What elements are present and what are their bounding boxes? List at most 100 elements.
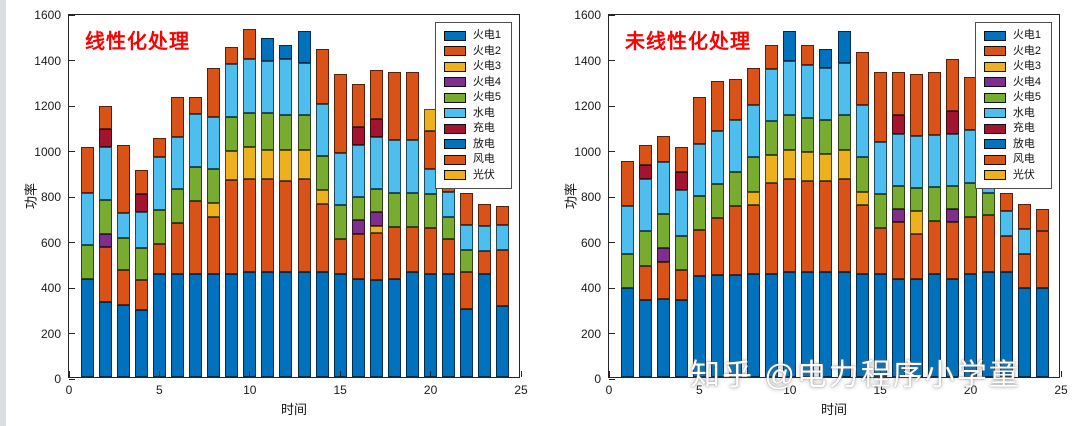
legend-label: 火电4	[1012, 75, 1041, 88]
bar-segment-火电2	[909, 233, 923, 280]
legend-entry: 火电1	[983, 29, 1041, 42]
legend-label: 火电1	[1012, 29, 1041, 41]
bar-segment-风电	[674, 147, 688, 173]
legend-entry: 放电	[443, 138, 501, 151]
legend-label: 水电	[472, 106, 495, 119]
bar-segment-火电2	[333, 239, 347, 274]
bar-segment-水电	[909, 135, 923, 189]
bar-segment-火电2	[261, 179, 275, 273]
bar-segment-水电	[710, 131, 724, 184]
bar-segment-风电	[710, 81, 724, 132]
bar-segment-水电	[225, 64, 239, 117]
bar-segment-火电1	[982, 272, 996, 377]
bar-segment-火电2	[1036, 231, 1050, 289]
y-tick-mark	[69, 60, 75, 61]
legend-swatch	[443, 30, 466, 41]
legend-swatch	[443, 92, 466, 103]
bar-segment-火电2	[152, 243, 166, 274]
bar-segment-火电2	[1000, 235, 1014, 273]
x-axis-label: 时间	[280, 402, 307, 417]
bar-segment-火电1	[819, 272, 833, 377]
bar-segment-水电	[261, 60, 275, 114]
bar-segment-水电	[478, 225, 492, 251]
legend-swatch	[983, 61, 1006, 72]
bar-segment-火电1	[710, 274, 724, 377]
bar-segment-火电3	[747, 191, 761, 206]
y-tick-mark	[609, 196, 615, 198]
legend: 火电1 火电2 火电3 火电4 火电5 水电 充电 放电 风电 光伏	[974, 22, 1052, 189]
bar-segment-火电3	[855, 191, 869, 206]
bar-segment-火电5	[387, 192, 401, 227]
y-tick-label: 1600	[574, 8, 601, 22]
chart-panel-linearized: 功率 线性化处理 火电1 火电2 火电3 火电4 火电5 水电 充电 放电 风电 光伏 0 200 4…	[6, 0, 540, 426]
bar-segment-火电2	[747, 205, 761, 274]
chart-title: 线性化处理	[85, 31, 190, 53]
legend-entry: 火电5	[443, 91, 501, 104]
bar-segment-火电5	[406, 192, 420, 227]
bar-segment-水电	[369, 137, 383, 190]
bar-segment-火电5	[620, 254, 634, 289]
bar-segment-火电5	[369, 189, 383, 213]
bar-segment-风电	[189, 97, 203, 115]
bar-segment-火电5	[333, 205, 347, 240]
bar-segment-火电1	[460, 308, 474, 377]
bar-segment-风电	[496, 206, 510, 225]
bar-segment-充电	[134, 193, 148, 213]
bar-segment-火电2	[243, 179, 257, 273]
legend-entry: 火电3	[983, 60, 1041, 73]
y-tick-mark	[609, 333, 615, 334]
legend-label: 风电	[1012, 153, 1035, 165]
y-tick-mark	[609, 14, 615, 16]
legend-label: 光伏	[472, 168, 495, 181]
bar-segment-放电	[783, 31, 797, 61]
bar-segment-风电	[225, 47, 239, 65]
legend-label: 水电	[1012, 106, 1035, 119]
bar-segment-火电5	[207, 168, 221, 203]
bar-segment-风电	[333, 74, 347, 153]
x-tick-mark	[698, 371, 700, 377]
bar-segment-火电4	[656, 248, 670, 263]
x-tick-label: 0	[605, 383, 613, 397]
bar-segment-火电2	[207, 216, 221, 274]
x-tick-label: 20	[423, 383, 438, 397]
bar-segment-火电4	[891, 208, 905, 223]
bar-segment-风电	[369, 69, 383, 119]
bar-segment-火电5	[909, 188, 923, 211]
bar-segment-放电	[279, 44, 293, 59]
bar-segment-水电	[638, 179, 652, 232]
bar-segment-水电	[152, 157, 166, 210]
bar-segment-火电2	[927, 221, 941, 274]
bar-segment-火电5	[819, 119, 833, 155]
bar-segment-火电5	[460, 249, 474, 273]
x-tick-label: 25	[1054, 383, 1068, 397]
x-tick-mark	[249, 371, 251, 377]
bar-segment-火电1	[620, 288, 634, 377]
bar-segment-火电5	[297, 115, 311, 150]
bar-segment-风电	[620, 160, 634, 207]
bar-segment-火电2	[387, 226, 401, 280]
bar-segment-火电5	[964, 182, 978, 217]
bar-segment-水电	[333, 152, 347, 206]
bar-segment-风电	[116, 144, 130, 214]
x-tick-mark	[789, 371, 791, 377]
watermark: 知乎 @电力程序小学童	[690, 359, 1021, 392]
bar-segment-水电	[279, 58, 293, 116]
bar-segment-水电	[801, 65, 815, 118]
bar-segment-风电	[747, 67, 761, 106]
bar-segment-火电1	[674, 299, 688, 377]
bar-segment-火电2	[674, 270, 688, 300]
bar-segment-水电	[207, 116, 221, 169]
y-tick-mark	[69, 287, 75, 289]
bar-segment-火电5	[261, 113, 275, 150]
bar-segment-火电1	[638, 299, 652, 377]
bar-segment-火电5	[315, 156, 329, 191]
bar-segment-火电5	[170, 189, 184, 224]
legend-label: 火电3	[1012, 60, 1041, 72]
legend-label: 充电	[1012, 122, 1035, 134]
bar-segment-火电1	[1018, 288, 1032, 377]
y-tick-mark	[69, 333, 75, 334]
bar-segment-火电1	[656, 298, 670, 377]
bar-segment-风电	[1036, 208, 1050, 232]
bar-segment-风电	[351, 83, 365, 127]
bar-segment-充电	[351, 126, 365, 145]
